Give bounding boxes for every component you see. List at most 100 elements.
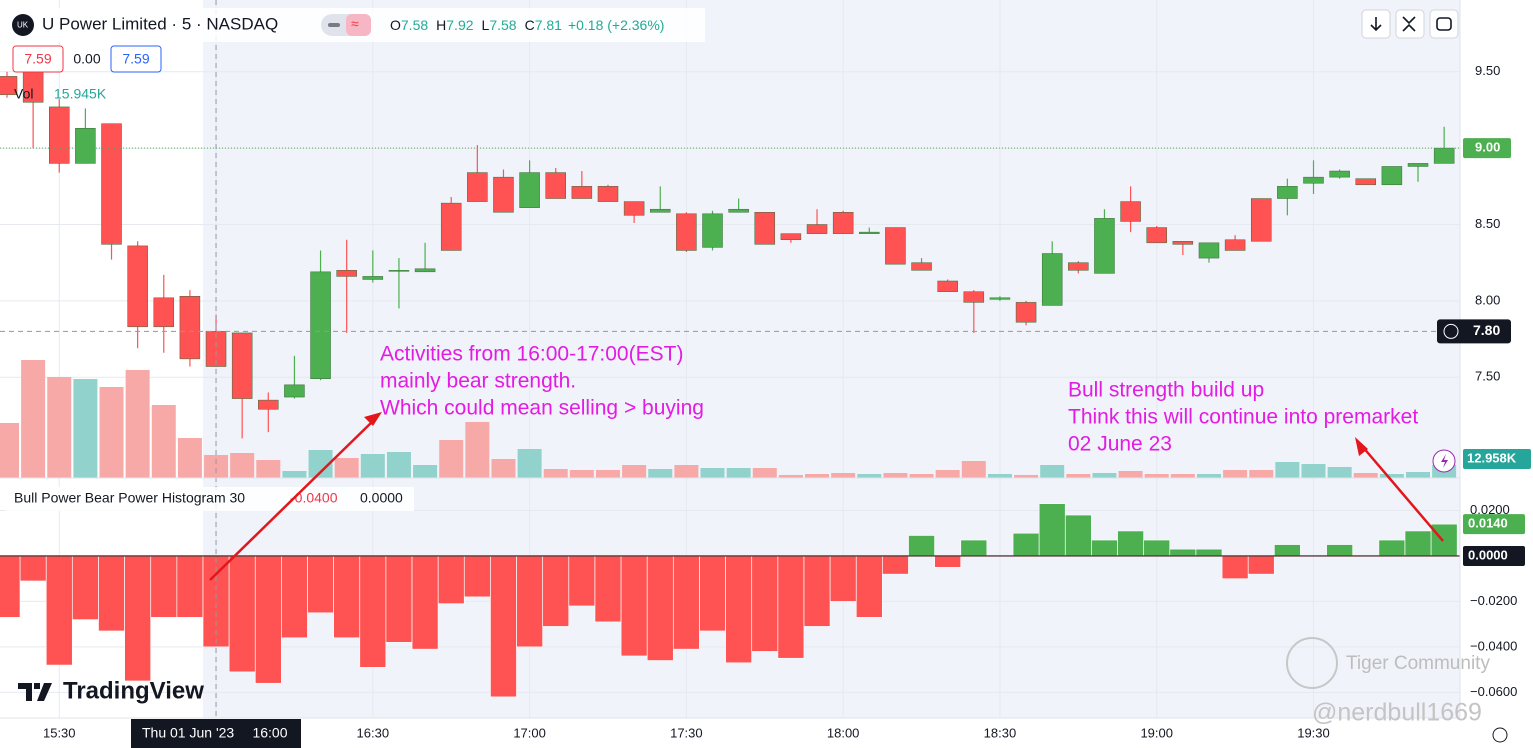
volume-bar: [177, 438, 202, 478]
histogram-bar: [855, 555, 883, 618]
icon: [1441, 454, 1448, 468]
volume-bar: [1196, 474, 1221, 478]
candle-body: [1146, 227, 1167, 244]
candle-body: [284, 384, 305, 398]
y-tick-label: 8.00: [1475, 292, 1500, 307]
volume-bar: [386, 452, 411, 478]
quote-box: [12, 45, 64, 73]
button[interactable]: [1429, 9, 1459, 39]
volume-bar: [987, 474, 1012, 478]
arrowhead: [364, 412, 382, 426]
histogram-bar: [1038, 503, 1066, 557]
histogram-bar: [1221, 555, 1249, 579]
baseline-label: 0.0000: [1468, 547, 1508, 562]
annotation-text: Bull strength build up: [1068, 379, 1264, 402]
volume-bar: [935, 470, 960, 478]
histogram-bar: [1404, 530, 1432, 557]
y-tick-label: −0.0600: [1470, 684, 1517, 699]
ohlc-value: +0.18 (+2.36%): [568, 17, 665, 33]
candle-body: [1224, 239, 1246, 251]
volume-bar: [204, 455, 229, 478]
histogram-bar: [516, 555, 543, 648]
histogram-bar: [1117, 530, 1144, 557]
candle-body: [806, 224, 828, 234]
author-watermark: @nerdbull1669: [1312, 699, 1482, 727]
histogram-bar: [19, 555, 47, 582]
candle-body: [1015, 302, 1037, 323]
histogram-bar: [908, 535, 935, 557]
volume-bar: [334, 458, 359, 478]
quote-box: [110, 45, 162, 73]
indicator-value: 0.0000: [360, 490, 403, 506]
volume-bar: [1249, 470, 1274, 478]
quote-boxes: 7.59 0.00 7.59: [12, 45, 162, 73]
histogram-bar: [1378, 539, 1406, 557]
candle-body: [1250, 198, 1272, 242]
volume-bar: [648, 469, 673, 478]
histogram-bar: [1247, 555, 1275, 575]
candle-body: [832, 212, 854, 234]
status-icon: ≈: [351, 16, 359, 32]
x-tick-label: 17:30: [670, 725, 703, 740]
ohlc-value: 7.92: [446, 17, 473, 33]
candle-body: [1329, 170, 1350, 178]
histogram-bar: [1430, 523, 1458, 557]
histogram-bar: [1195, 548, 1223, 557]
button[interactable]: [1395, 9, 1425, 39]
histogram-bar: [960, 539, 988, 557]
histogram-bar: [98, 555, 125, 632]
volume-bar: [752, 468, 777, 478]
annotation-text: mainly bear strength.: [380, 370, 576, 393]
candle-body: [362, 276, 384, 280]
histogram-bar: [882, 555, 909, 575]
x-tick-label: 19:00: [1140, 725, 1173, 740]
histogram-bar: [464, 555, 491, 598]
indicator-name: Bull Power Bear Power Histogram 30: [14, 490, 245, 506]
volume-bar: [961, 461, 986, 478]
candle-body: [1407, 163, 1429, 167]
histogram-bar: [307, 555, 334, 614]
candle-body: [780, 233, 802, 241]
candle-body: [75, 128, 96, 164]
volume-bar: [230, 453, 255, 478]
crosshair-price-label: 7.80: [1473, 322, 1500, 338]
icon: [1402, 16, 1416, 32]
crosshair-add: [1443, 323, 1459, 339]
candle-body: [754, 212, 776, 245]
histogram-bar: [150, 555, 178, 618]
volume-bar: [831, 473, 856, 478]
histogram-bar: [0, 555, 21, 618]
volume-bar: [256, 460, 281, 478]
candle-body: [676, 213, 697, 251]
settings-button[interactable]: [1492, 727, 1508, 743]
arrows: [209, 412, 1444, 581]
volume-bar: [125, 370, 150, 478]
volume-bar: [1353, 473, 1378, 478]
candle-body: [493, 176, 514, 213]
axes: 7.50 8.00 8.50 9.00 9.50 −0.0600 −0.0400 −0.020…: [43, 63, 1531, 748]
status-pill-part: [346, 14, 371, 36]
histogram-bar: [1326, 544, 1353, 557]
volume-bar: [491, 459, 516, 478]
volume-bar: [805, 474, 830, 478]
histogram-bar: [1274, 544, 1301, 557]
volume-bar: [1040, 465, 1065, 478]
candle-body: [0, 76, 18, 95]
volume-bar: [1144, 474, 1169, 478]
candle-body: [1172, 241, 1194, 245]
histogram-bar: [1169, 548, 1197, 557]
histogram-bar: [72, 555, 99, 620]
candle-body: [728, 208, 749, 213]
candle-body: [336, 270, 357, 277]
volume-bar: [151, 405, 176, 478]
y-tick-label: −0.0400: [1470, 638, 1517, 653]
histogram-bar: [594, 555, 622, 623]
volume-bar: [1014, 475, 1039, 478]
candle-body: [702, 213, 723, 248]
histogram-bar: [437, 555, 465, 604]
candle-body: [885, 227, 906, 265]
last-hist-box: [1463, 514, 1525, 535]
y-tick-label: 0.0200: [1470, 502, 1510, 517]
candle-body: [989, 297, 1011, 300]
volume-bar: [595, 470, 620, 478]
